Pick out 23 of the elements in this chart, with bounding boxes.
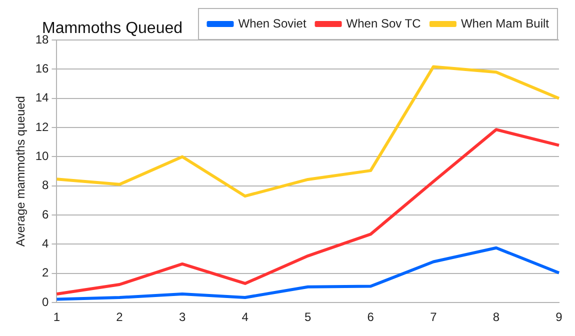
y-axis-title: Average mammoths queued bbox=[14, 96, 28, 247]
x-tick-label: 7 bbox=[430, 310, 438, 324]
y-tick-label: 10 bbox=[35, 149, 50, 164]
x-tick-label: 6 bbox=[367, 310, 374, 324]
x-tick-label: 1 bbox=[53, 310, 60, 324]
y-tick-label: 8 bbox=[42, 178, 50, 192]
y-tick-label: 18 bbox=[35, 32, 50, 46]
x-tick-label: 3 bbox=[178, 310, 186, 324]
x-tick-label: 2 bbox=[116, 310, 124, 324]
y-tick-label: 12 bbox=[35, 120, 50, 134]
x-tick-label: 8 bbox=[492, 310, 500, 324]
y-tick-label: 2 bbox=[42, 266, 50, 280]
y-tick-label: 4 bbox=[42, 236, 50, 251]
y-tick-label: 6 bbox=[42, 207, 50, 222]
legend-label: When Sov TC bbox=[346, 16, 422, 30]
legend-label: When Soviet bbox=[238, 16, 307, 30]
y-tick-label: 14 bbox=[35, 90, 50, 105]
x-tick-label: 9 bbox=[556, 310, 563, 324]
x-tick-label: 5 bbox=[304, 310, 312, 324]
y-tick-label: 0 bbox=[42, 294, 50, 309]
legend-label: When Mam Built bbox=[460, 16, 550, 30]
x-tick-label: 4 bbox=[242, 310, 249, 324]
y-tick-label: 16 bbox=[35, 61, 50, 76]
